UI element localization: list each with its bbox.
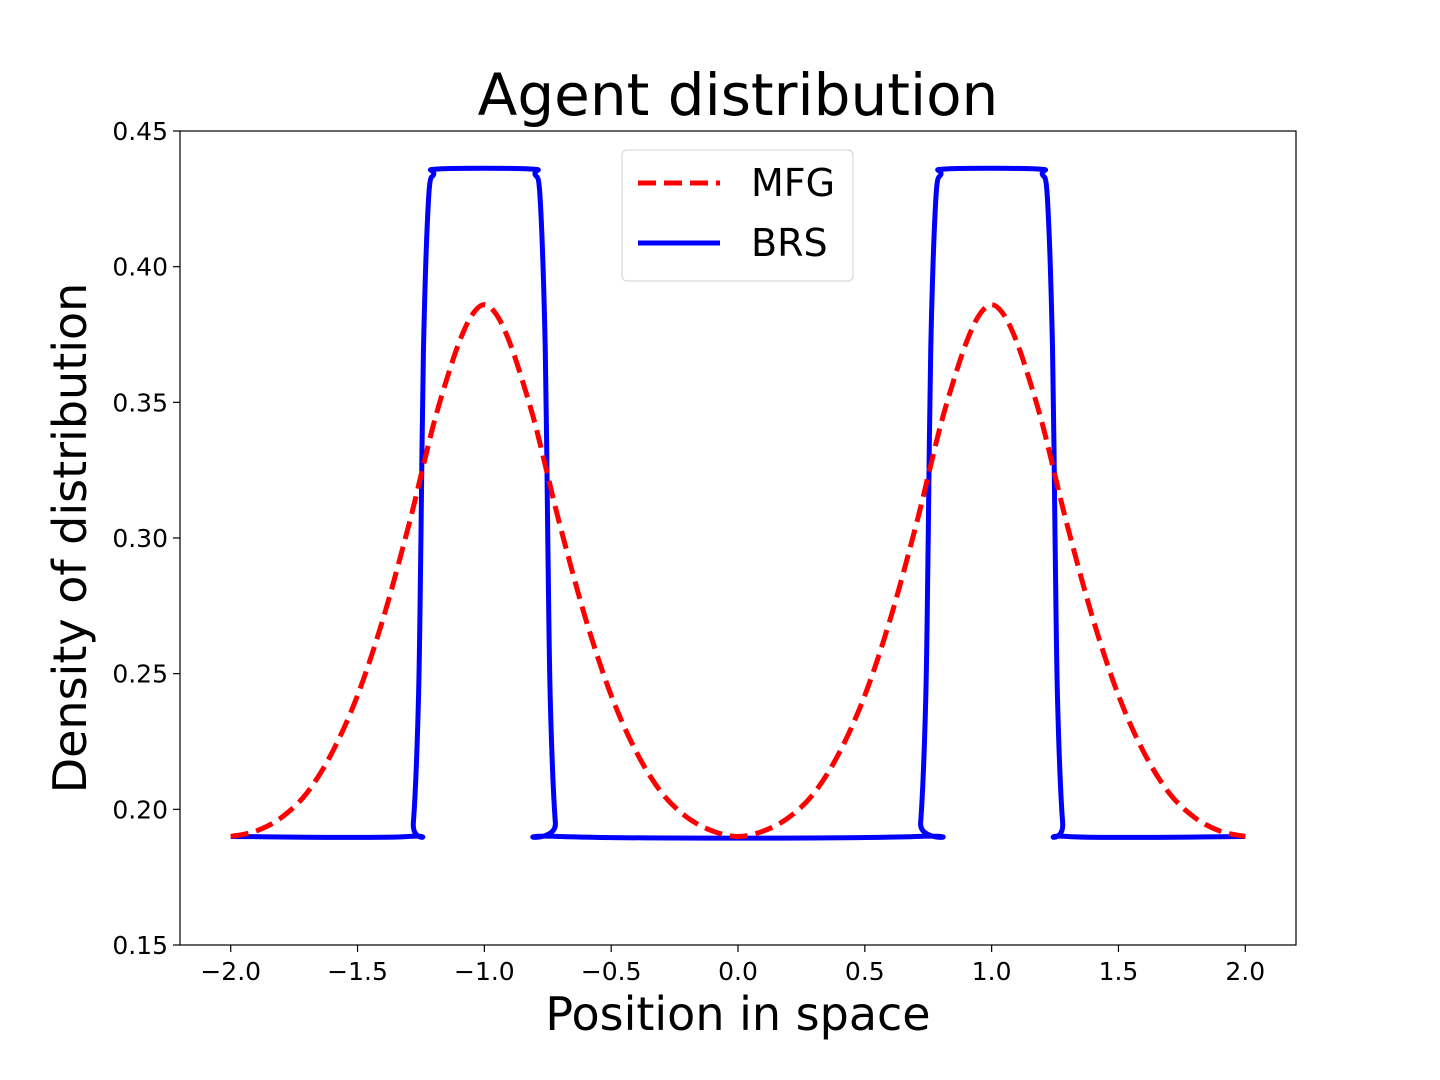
- chart-title: Agent distribution: [478, 61, 999, 129]
- y-tick-label: 0.35: [112, 388, 168, 417]
- x-tick-label: 1.0: [972, 957, 1012, 986]
- series-layer: [230, 165, 1246, 841]
- y-tick-label: 0.15: [112, 931, 168, 960]
- y-tick-label: 0.40: [112, 253, 168, 282]
- x-tick-label: 1.5: [1099, 957, 1139, 986]
- y-axis-label: Density of distribution: [43, 283, 97, 794]
- y-tick-label: 0.45: [112, 117, 168, 146]
- x-tick-label: −0.5: [581, 957, 642, 986]
- y-tick-label: 0.30: [112, 524, 168, 553]
- y-axis: 0.15 0.20 0.25 0.30 0.35 0.40 0.45: [112, 117, 180, 960]
- y-tick-label: 0.20: [112, 795, 168, 824]
- x-tick-label: −1.5: [327, 957, 388, 986]
- x-tick-label: 0.5: [845, 957, 885, 986]
- legend-label-brs: BRS: [751, 221, 828, 265]
- x-tick-label: 2.0: [1225, 957, 1265, 986]
- legend-label-mfg: MFG: [751, 161, 835, 205]
- x-axis: −2.0 −1.5 −1.0 −0.5 0.0 0.5 1.0 1.5 2.0: [200, 945, 1265, 986]
- x-axis-label: Position in space: [545, 987, 930, 1041]
- x-tick-label: 0.0: [718, 957, 758, 986]
- legend: MFG BRS: [621, 149, 854, 282]
- x-tick-label: −1.0: [454, 957, 515, 986]
- y-tick-label: 0.25: [112, 660, 168, 689]
- series-line-mfg: [230, 302, 1246, 839]
- x-tick-label: −2.0: [200, 957, 261, 986]
